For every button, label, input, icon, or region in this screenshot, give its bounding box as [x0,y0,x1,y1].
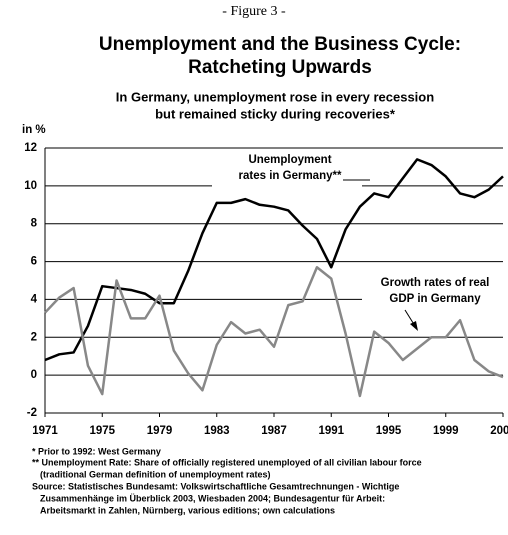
x-tick-label: 1987 [261,425,287,437]
x-tick-label: 1999 [433,425,459,437]
footnote: ** Unemployment Rate: Share of officiall… [32,457,422,467]
y-tick-label: 0 [31,369,37,381]
footnote: (traditional German definition of unempl… [40,469,271,479]
y-tick-label: 12 [24,142,37,154]
x-tick-label: 1975 [89,425,115,437]
footnote: * Prior to 1992: West Germany [32,446,161,456]
y-tick-label: 8 [31,218,38,230]
x-tick-label: 2003 [490,425,508,437]
y-axis-label: in % [22,124,46,136]
y-tick-label: -2 [27,407,37,419]
annotation-bg [362,272,503,310]
annotation: rates in Germany** [239,170,342,182]
footnote: Source: Statistisches Bundesamt: Volkswi… [32,481,399,491]
annotation: Unemployment [248,154,331,166]
subtitle: In Germany, unemployment rose in every r… [116,89,434,104]
arrow-head [410,321,418,331]
y-tick-label: 2 [31,331,37,343]
y-tick-label: 6 [31,256,37,268]
subtitle: but remained sticky during recoveries* [155,106,396,121]
annotation-bg [212,150,362,190]
x-tick-label: 1991 [318,425,344,437]
annotation: Growth rates of real [381,277,490,289]
figure-label: - Figure 3 - [222,4,286,19]
annotation: GDP in Germany [389,293,481,305]
chart-title: Ratcheting Upwards [188,57,372,78]
series-line [44,266,504,398]
x-tick-label: 1995 [376,425,402,437]
y-tick-label: 4 [31,293,38,305]
x-tick-label: 1983 [204,425,230,437]
x-tick-label: 1979 [147,425,173,437]
y-tick-label: 10 [24,180,37,192]
series-line [44,158,504,362]
footnote: Zusammenhänge im Überblick 2003, Wiesbad… [40,493,385,503]
x-tick-label: 1971 [32,425,58,437]
footnote: Arbeitsmarkt in Zahlen, Nürnberg, variou… [40,505,335,515]
chart-title: Unemployment and the Business Cycle: [99,34,461,55]
